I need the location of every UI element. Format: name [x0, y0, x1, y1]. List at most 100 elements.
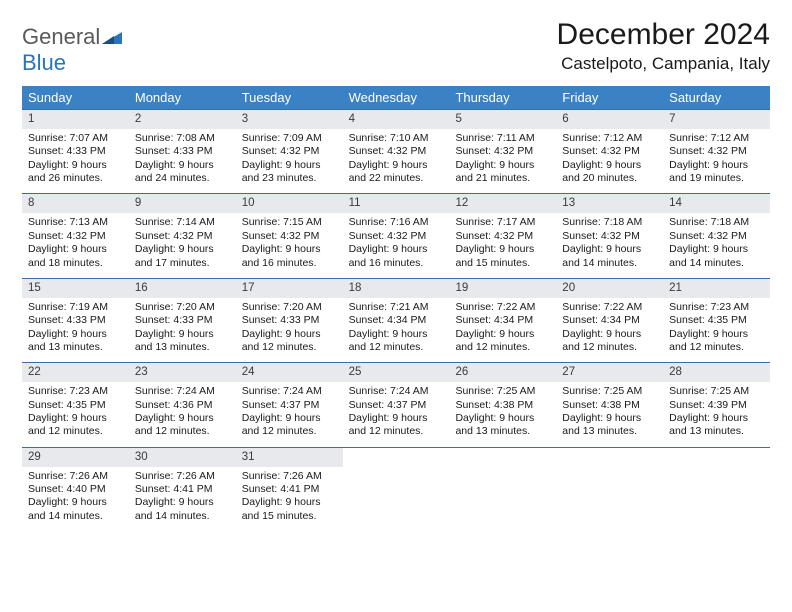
daylight-label: Daylight:	[28, 328, 69, 340]
daylight-hours: 9	[392, 412, 398, 424]
and-word: and	[135, 172, 153, 184]
sunrise-label: Sunrise:	[349, 301, 388, 313]
day-cell: 25Sunrise: 7:24 AMSunset: 4:37 PMDayligh…	[343, 363, 450, 446]
day-number: 31	[236, 448, 343, 467]
sunrise-label: Sunrise:	[669, 385, 708, 397]
daylight-hours: 9	[179, 496, 185, 508]
sunrise-label: Sunrise:	[562, 301, 601, 313]
day-cell: 20Sunrise: 7:22 AMSunset: 4:34 PMDayligh…	[556, 279, 663, 362]
day-cell: 10Sunrise: 7:15 AMSunset: 4:32 PMDayligh…	[236, 194, 343, 277]
daylight-label: Daylight:	[28, 243, 69, 255]
sunrise-value: 7:16 AM	[390, 216, 429, 228]
day-cell: 17Sunrise: 7:20 AMSunset: 4:33 PMDayligh…	[236, 279, 343, 362]
daylight-hours: 9	[72, 496, 78, 508]
daylight-minutes: 12	[262, 341, 274, 353]
minutes-word: minutes.	[597, 341, 637, 353]
day-body: Sunrise: 7:23 AMSunset: 4:35 PMDaylight:…	[663, 298, 770, 363]
hours-word: hours	[615, 412, 641, 424]
daylight-label: Daylight:	[562, 159, 603, 171]
logo-part1: General	[22, 24, 100, 49]
week-row: 29Sunrise: 7:26 AMSunset: 4:40 PMDayligh…	[22, 447, 770, 531]
daylight-minutes: 24	[155, 172, 167, 184]
sunrise-line: Sunrise: 7:11 AM	[455, 132, 550, 145]
sunset-value: 4:32 PM	[494, 230, 533, 242]
day-number: 12	[449, 194, 556, 213]
daylight-line: Daylight: 9 hours and 26 minutes.	[28, 159, 123, 186]
sunrise-value: 7:18 AM	[604, 216, 643, 228]
minutes-word: minutes.	[63, 510, 103, 522]
week-row: 15Sunrise: 7:19 AMSunset: 4:33 PMDayligh…	[22, 278, 770, 362]
day-number: 10	[236, 194, 343, 213]
and-word: and	[455, 257, 473, 269]
hours-word: hours	[187, 328, 213, 340]
daylight-minutes: 26	[48, 172, 60, 184]
sunrise-line: Sunrise: 7:22 AM	[455, 301, 550, 314]
sunrise-line: Sunrise: 7:20 AM	[242, 301, 337, 314]
sunrise-value: 7:20 AM	[283, 301, 322, 313]
sunset-label: Sunset:	[562, 230, 598, 242]
sunrise-line: Sunrise: 7:08 AM	[135, 132, 230, 145]
sunset-line: Sunset: 4:32 PM	[455, 230, 550, 243]
sunset-value: 4:34 PM	[387, 314, 426, 326]
daylight-line: Daylight: 9 hours and 12 minutes.	[349, 412, 444, 439]
day-body: Sunrise: 7:24 AMSunset: 4:37 PMDaylight:…	[236, 382, 343, 447]
sunset-label: Sunset:	[135, 483, 171, 495]
day-cell: 27Sunrise: 7:25 AMSunset: 4:38 PMDayligh…	[556, 363, 663, 446]
sunrise-label: Sunrise:	[135, 132, 174, 144]
sunset-label: Sunset:	[455, 399, 491, 411]
minutes-word: minutes.	[277, 510, 317, 522]
sunrise-line: Sunrise: 7:24 AM	[135, 385, 230, 398]
daylight-minutes: 13	[48, 341, 60, 353]
sunrise-line: Sunrise: 7:26 AM	[242, 470, 337, 483]
sunset-value: 4:38 PM	[494, 399, 533, 411]
sunrise-value: 7:15 AM	[283, 216, 322, 228]
sunset-line: Sunset: 4:38 PM	[562, 399, 657, 412]
sunrise-line: Sunrise: 7:25 AM	[562, 385, 657, 398]
sunset-label: Sunset:	[349, 314, 385, 326]
and-word: and	[242, 257, 260, 269]
daylight-hours: 9	[179, 412, 185, 424]
hours-word: hours	[615, 328, 641, 340]
hours-word: hours	[187, 412, 213, 424]
sunrise-label: Sunrise:	[242, 385, 281, 397]
daylight-hours: 9	[179, 328, 185, 340]
sunrise-label: Sunrise:	[28, 385, 67, 397]
hours-word: hours	[294, 496, 320, 508]
sunset-line: Sunset: 4:32 PM	[349, 230, 444, 243]
daylight-label: Daylight:	[562, 243, 603, 255]
minutes-word: minutes.	[277, 172, 317, 184]
daylight-line: Daylight: 9 hours and 14 minutes.	[28, 496, 123, 523]
minutes-word: minutes.	[491, 341, 531, 353]
day-body: Sunrise: 7:26 AMSunset: 4:41 PMDaylight:…	[129, 467, 236, 532]
hours-word: hours	[508, 159, 534, 171]
sunrise-line: Sunrise: 7:17 AM	[455, 216, 550, 229]
daylight-line: Daylight: 9 hours and 12 minutes.	[28, 412, 123, 439]
and-word: and	[562, 172, 580, 184]
sunrise-line: Sunrise: 7:25 AM	[669, 385, 764, 398]
and-word: and	[349, 425, 367, 437]
hours-word: hours	[81, 159, 107, 171]
daylight-minutes: 19	[690, 172, 702, 184]
sunrise-value: 7:23 AM	[711, 301, 750, 313]
sunrise-line: Sunrise: 7:12 AM	[669, 132, 764, 145]
day-cell: 13Sunrise: 7:18 AMSunset: 4:32 PMDayligh…	[556, 194, 663, 277]
sunset-value: 4:32 PM	[280, 145, 319, 157]
daylight-minutes: 12	[690, 341, 702, 353]
day-number: 1	[22, 110, 129, 129]
daylight-hours: 9	[72, 243, 78, 255]
day-number: 20	[556, 279, 663, 298]
day-number: 18	[343, 279, 450, 298]
daylight-hours: 9	[713, 243, 719, 255]
and-word: and	[455, 425, 473, 437]
and-word: and	[135, 257, 153, 269]
day-cell: 31Sunrise: 7:26 AMSunset: 4:41 PMDayligh…	[236, 448, 343, 531]
sunset-value: 4:33 PM	[173, 314, 212, 326]
day-body: Sunrise: 7:24 AMSunset: 4:37 PMDaylight:…	[343, 382, 450, 447]
sunset-value: 4:37 PM	[387, 399, 426, 411]
sunset-line: Sunset: 4:39 PM	[669, 399, 764, 412]
sunrise-label: Sunrise:	[669, 216, 708, 228]
minutes-word: minutes.	[170, 257, 210, 269]
daylight-hours: 9	[499, 412, 505, 424]
hours-word: hours	[615, 243, 641, 255]
sunset-label: Sunset:	[669, 145, 705, 157]
